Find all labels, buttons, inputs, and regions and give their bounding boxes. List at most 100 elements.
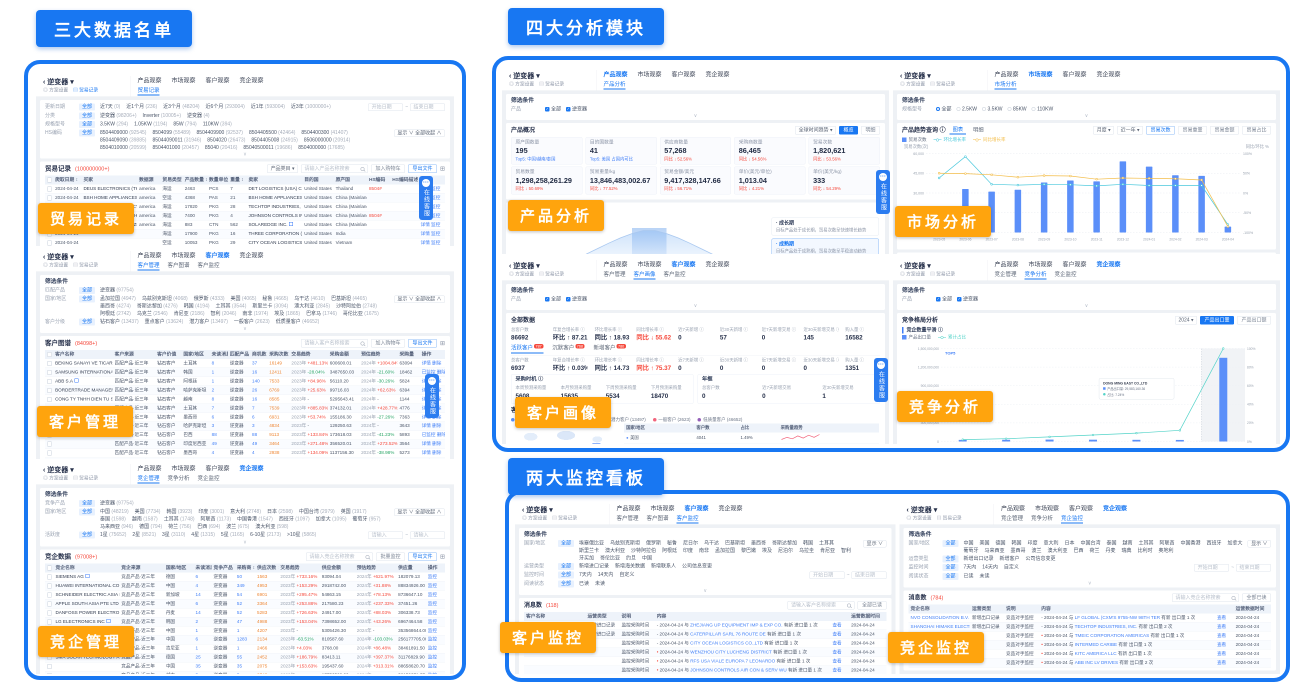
filter-chip[interactable]: 重点客户 (13624) — [144, 318, 184, 325]
product-switcher[interactable]: ‹ 逆变器 ▾ — [43, 465, 74, 474]
select-all-checkbox[interactable] — [47, 177, 52, 183]
product-switcher[interactable]: ‹ 逆变器 ▾ — [43, 77, 74, 86]
table-row[interactable]: 匹配产品·近三年 钻石客户 印度尼西亚 49 逆变器 49 3464 2023年 +271.4… — [45, 439, 445, 449]
fullscreen-icon[interactable]: ⊞ — [439, 553, 445, 561]
select-all-checkbox[interactable] — [47, 352, 52, 358]
batch-monitor-button[interactable]: 批量监控 — [375, 552, 405, 562]
max-input[interactable]: 请输入 — [410, 531, 445, 539]
date-start-input[interactable]: 开始日期 — [368, 103, 404, 111]
filter-chip[interactable]: 巴基斯坦 — [725, 540, 745, 546]
sub-tab[interactable]: 客户图谱 — [646, 515, 669, 522]
filter-chip[interactable]: 7天内 — [579, 571, 592, 578]
filter-chip[interactable]: 土耳其 — [1138, 540, 1154, 546]
table-row[interactable]: NVO CONSOLIDATION B.V. 10 新增出口记录 竞品对手监控 - 2… — [908, 613, 1271, 623]
brand-link[interactable]: ▤ 贸易记录 — [936, 515, 962, 522]
filter-chip[interactable]: 85040500011 (19686) — [243, 144, 293, 151]
filter-expand-button[interactable]: 显示 ∨ 全部收起 ∧ — [393, 295, 445, 303]
main-tab[interactable]: 竞企观察 — [705, 71, 730, 78]
filter-chip[interactable]: 埃及 — [762, 547, 772, 554]
brand-link[interactable]: ◎ 方案设置 — [43, 262, 69, 269]
sub-tab[interactable]: 客户管理 — [616, 515, 639, 522]
main-tab[interactable]: 客户观察 — [205, 252, 230, 259]
chart-tab[interactable]: 图表 — [949, 127, 967, 135]
row-checkbox[interactable] — [47, 360, 52, 366]
filter-collapse-icon[interactable]: ∨ — [1084, 302, 1089, 309]
filter-chip[interactable]: 韩国 — [803, 540, 813, 546]
column-header[interactable]: 目的国 — [302, 175, 334, 185]
filter-all-chip[interactable]: 全部 — [942, 563, 959, 571]
select-all-checkbox[interactable] — [47, 565, 52, 571]
export-volume-button[interactable]: 产品出口量 — [1200, 316, 1234, 325]
date-start-input[interactable]: 开始日期 — [809, 571, 845, 579]
filter-chip[interactable]: 智利 (2046) — [210, 310, 237, 317]
filter-chip[interactable]: 巴基斯坦 (4465) — [331, 295, 367, 302]
main-tab[interactable]: 客户观察 — [1062, 261, 1087, 268]
product-switcher[interactable]: ‹ 逆变器 ▾ — [509, 71, 540, 80]
filter-chip[interactable]: 肯尼亚 (2186) — [173, 310, 205, 317]
filter-all-chip[interactable]: 全部 — [942, 539, 959, 547]
sub-tab[interactable]: 客户管理 — [137, 262, 160, 271]
table-row[interactable]: ABB S.A 匹配产品·近三年 钻石客户 阿根廷 1 逆变器 140 7533 2023年 +… — [45, 376, 445, 387]
filter-chip[interactable]: 巴西 (694) — [197, 523, 221, 530]
brand-link[interactable]: ◎ 方案设置 — [900, 81, 926, 88]
main-tab[interactable]: 市场观察 — [650, 505, 675, 512]
search-input[interactable]: 请输入客户名称搜索 — [300, 339, 368, 348]
row-checkbox[interactable] — [47, 387, 52, 393]
filter-chip[interactable]: 逆变器 (98206+) — [100, 112, 137, 119]
radio-option[interactable]: 全部 — [936, 106, 952, 113]
time-range-select[interactable]: 全球时间趋势 ▾ — [795, 126, 836, 135]
filter-chip[interactable]: 土耳其 (1748) — [163, 516, 195, 522]
sub-tab[interactable]: 竞争分析 — [1024, 271, 1047, 280]
filter-chip[interactable]: 乌干达 — [704, 540, 719, 546]
table-row[interactable]: 竞品对手监控 • 2024-04-24 与 INTERMED CARIBE 有新 … — [908, 640, 1271, 650]
main-tab[interactable]: 市场观察 — [1035, 505, 1060, 512]
main-tab[interactable]: 客户观察 — [205, 465, 230, 472]
sub-tab[interactable]: 贸易记录 — [137, 87, 160, 96]
filter-chip[interactable]: 南非 — [699, 547, 709, 554]
filter-chip[interactable]: 110KW (394) — [202, 121, 232, 127]
filter-chip[interactable]: 已读 — [963, 573, 974, 579]
filter-chip[interactable]: 土耳其 (3544) — [215, 303, 247, 309]
filter-chip[interactable]: 新增联系人 — [651, 563, 676, 569]
sub-tab[interactable]: 竞企管理 — [1001, 515, 1023, 522]
filter-chip[interactable]: 肯尼亚 — [820, 547, 835, 554]
column-header[interactable]: 采购量 — [397, 349, 420, 360]
brand-link[interactable]: ▤ 贸易记录 — [73, 87, 99, 94]
filter-all-chip[interactable]: 全部 — [942, 572, 959, 580]
main-tab[interactable]: 市场观察 — [171, 465, 196, 472]
filter-chip[interactable]: 斯里兰卡 (3094) — [252, 303, 289, 309]
filter-chip[interactable]: 葡萄牙 — [963, 547, 979, 554]
column-header[interactable]: 未读消息 — [209, 349, 228, 360]
profile-tab[interactable]: 新增客户 780 — [593, 343, 626, 351]
filter-chip[interactable]: 巴西 — [1073, 547, 1084, 554]
period-select[interactable]: 月度 ▾ — [1093, 126, 1115, 135]
column-header[interactable]: 供应次数 ↕ — [255, 563, 279, 573]
filter-chip[interactable]: 8504409000 (92545) — [100, 129, 147, 136]
filter-chip[interactable]: 墨西哥 — [751, 540, 766, 546]
filter-chip[interactable]: 乌拉圭 — [799, 547, 814, 554]
filter-chip[interactable]: 哥斯达黎加 — [772, 540, 797, 546]
filter-all-chip[interactable]: 全部 — [79, 295, 95, 303]
filter-chip[interactable]: 阿根廷 (2742) — [100, 310, 131, 317]
filter-chip[interactable]: 沙特阿拉伯 (2748) — [336, 303, 377, 309]
row-checkbox[interactable] — [47, 673, 52, 674]
filter-chip[interactable]: 沙特阿拉伯 — [631, 547, 656, 554]
filter-all-chip[interactable]: 全部 — [558, 539, 574, 547]
main-tab[interactable]: 产品观察 — [137, 465, 162, 472]
main-tab[interactable]: 客户观察 — [671, 71, 696, 78]
filter-chip[interactable]: 斯里兰卡 — [579, 547, 599, 554]
filter-chip[interactable]: 公司信息变更 — [682, 563, 712, 569]
row-checkbox[interactable] — [47, 240, 52, 246]
export-button[interactable]: 导出文件 — [407, 164, 437, 174]
filter-all-chip[interactable]: 全部 — [79, 103, 95, 111]
main-tab[interactable]: 竞企观察 — [239, 77, 264, 84]
filter-all-chip[interactable]: 全部 — [79, 120, 95, 128]
min-input[interactable]: 请输入 — [368, 531, 404, 539]
column-header[interactable]: 说明 — [619, 611, 655, 622]
filter-chip[interactable]: 哥斯达黎加 (4276) — [136, 303, 178, 309]
product-switcher[interactable]: ‹ 逆变器 ▾ — [522, 505, 553, 514]
main-tab[interactable]: 市场观察 — [637, 261, 662, 268]
column-header[interactable]: 预估趋势 — [359, 349, 398, 360]
category-select[interactable]: 产品类目 ▾ — [267, 164, 298, 174]
column-header[interactable]: 采购商 ↕ — [234, 563, 256, 573]
